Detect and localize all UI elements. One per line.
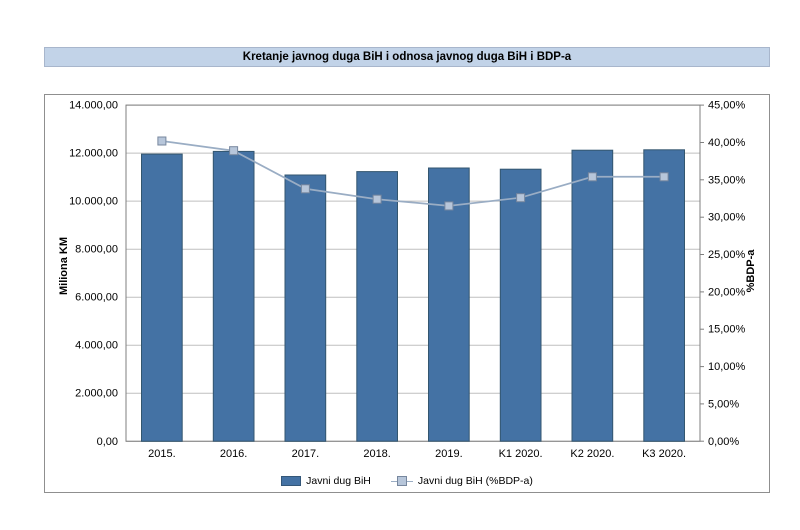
svg-text:45,00%: 45,00%: [708, 100, 746, 112]
svg-text:14.000,00: 14.000,00: [69, 100, 118, 112]
svg-text:2017.: 2017.: [292, 448, 320, 460]
svg-text:15,00%: 15,00%: [708, 324, 746, 336]
svg-text:5,00%: 5,00%: [708, 398, 739, 410]
svg-text:2.000,00: 2.000,00: [75, 388, 118, 400]
svg-text:2018.: 2018.: [363, 448, 391, 460]
svg-text:40,00%: 40,00%: [708, 137, 746, 149]
svg-text:30,00%: 30,00%: [708, 212, 746, 224]
svg-text:35,00%: 35,00%: [708, 174, 746, 186]
svg-text:25,00%: 25,00%: [708, 249, 746, 261]
svg-text:2019.: 2019.: [435, 448, 463, 460]
svg-text:K3 2020.: K3 2020.: [642, 448, 686, 460]
svg-text:10,00%: 10,00%: [708, 361, 746, 373]
svg-text:2016.: 2016.: [220, 448, 248, 460]
svg-text:0,00: 0,00: [97, 436, 118, 448]
svg-text:10.000,00: 10.000,00: [69, 196, 118, 208]
svg-text:6.000,00: 6.000,00: [75, 292, 118, 304]
svg-text:K1 2020.: K1 2020.: [499, 448, 543, 460]
svg-text:K2 2020.: K2 2020.: [570, 448, 614, 460]
svg-text:0,00%: 0,00%: [708, 436, 739, 448]
svg-text:8.000,00: 8.000,00: [75, 244, 118, 256]
svg-text:12.000,00: 12.000,00: [69, 148, 118, 160]
svg-text:20,00%: 20,00%: [708, 286, 746, 298]
svg-text:2015.: 2015.: [148, 448, 176, 460]
svg-text:4.000,00: 4.000,00: [75, 340, 118, 352]
